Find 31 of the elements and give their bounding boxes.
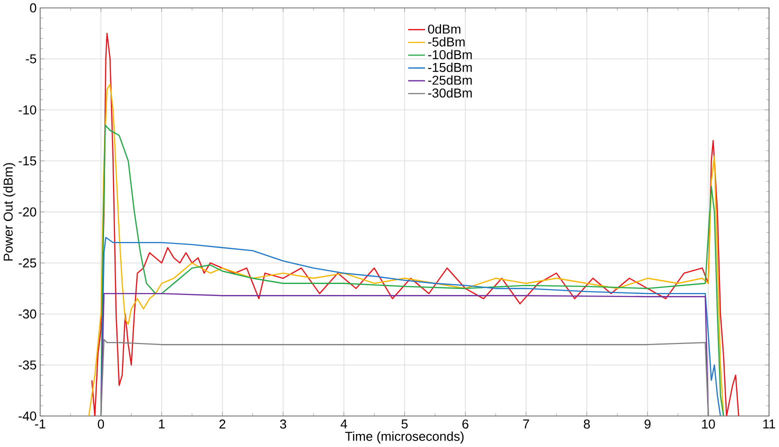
legend-label: -10dBm [428, 50, 472, 60]
y-tick-label: -10 [18, 105, 36, 115]
y-tick-label: -30 [18, 310, 36, 319]
legend-label: -30dBm [428, 88, 472, 98]
y-tick-label: -5 [26, 54, 36, 64]
legend-label: -5dBm [428, 37, 465, 47]
x-tick-label: 7 [523, 420, 530, 428]
legend-label: -15dBm [428, 62, 472, 72]
x-tick-label: 9 [644, 420, 651, 429]
y-tick-label: -25 [18, 258, 36, 268]
y-axis-title: Power Out (dBm) [3, 163, 16, 261]
y-tick-label: -15 [18, 156, 36, 166]
y-tick-label: -35 [18, 360, 36, 370]
x-tick-label: 3 [280, 420, 286, 429]
x-tick-label: 5 [402, 420, 408, 429]
y-tick-label: 0 [30, 3, 36, 13]
x-axis-title: Time (microseconds) [345, 432, 464, 444]
x-tick-label: 2 [219, 420, 226, 429]
legend-label: -25dBm [428, 75, 472, 85]
x-tick-label: 4 [340, 420, 348, 428]
legend-label: 0dBm [428, 24, 460, 34]
x-tick-label: 6 [462, 420, 468, 429]
x-tick-label: -1 [35, 420, 46, 428]
y-tick-label: -20 [18, 208, 36, 217]
y-tick-label: -40 [18, 412, 36, 421]
line-series [91, 32, 740, 416]
x-tick-label: 10 [702, 420, 715, 429]
x-tick-label: 1 [159, 420, 165, 428]
x-tick-label: 0 [98, 420, 104, 429]
x-tick-label: 11 [763, 420, 776, 428]
x-tick-label: 8 [584, 420, 590, 429]
